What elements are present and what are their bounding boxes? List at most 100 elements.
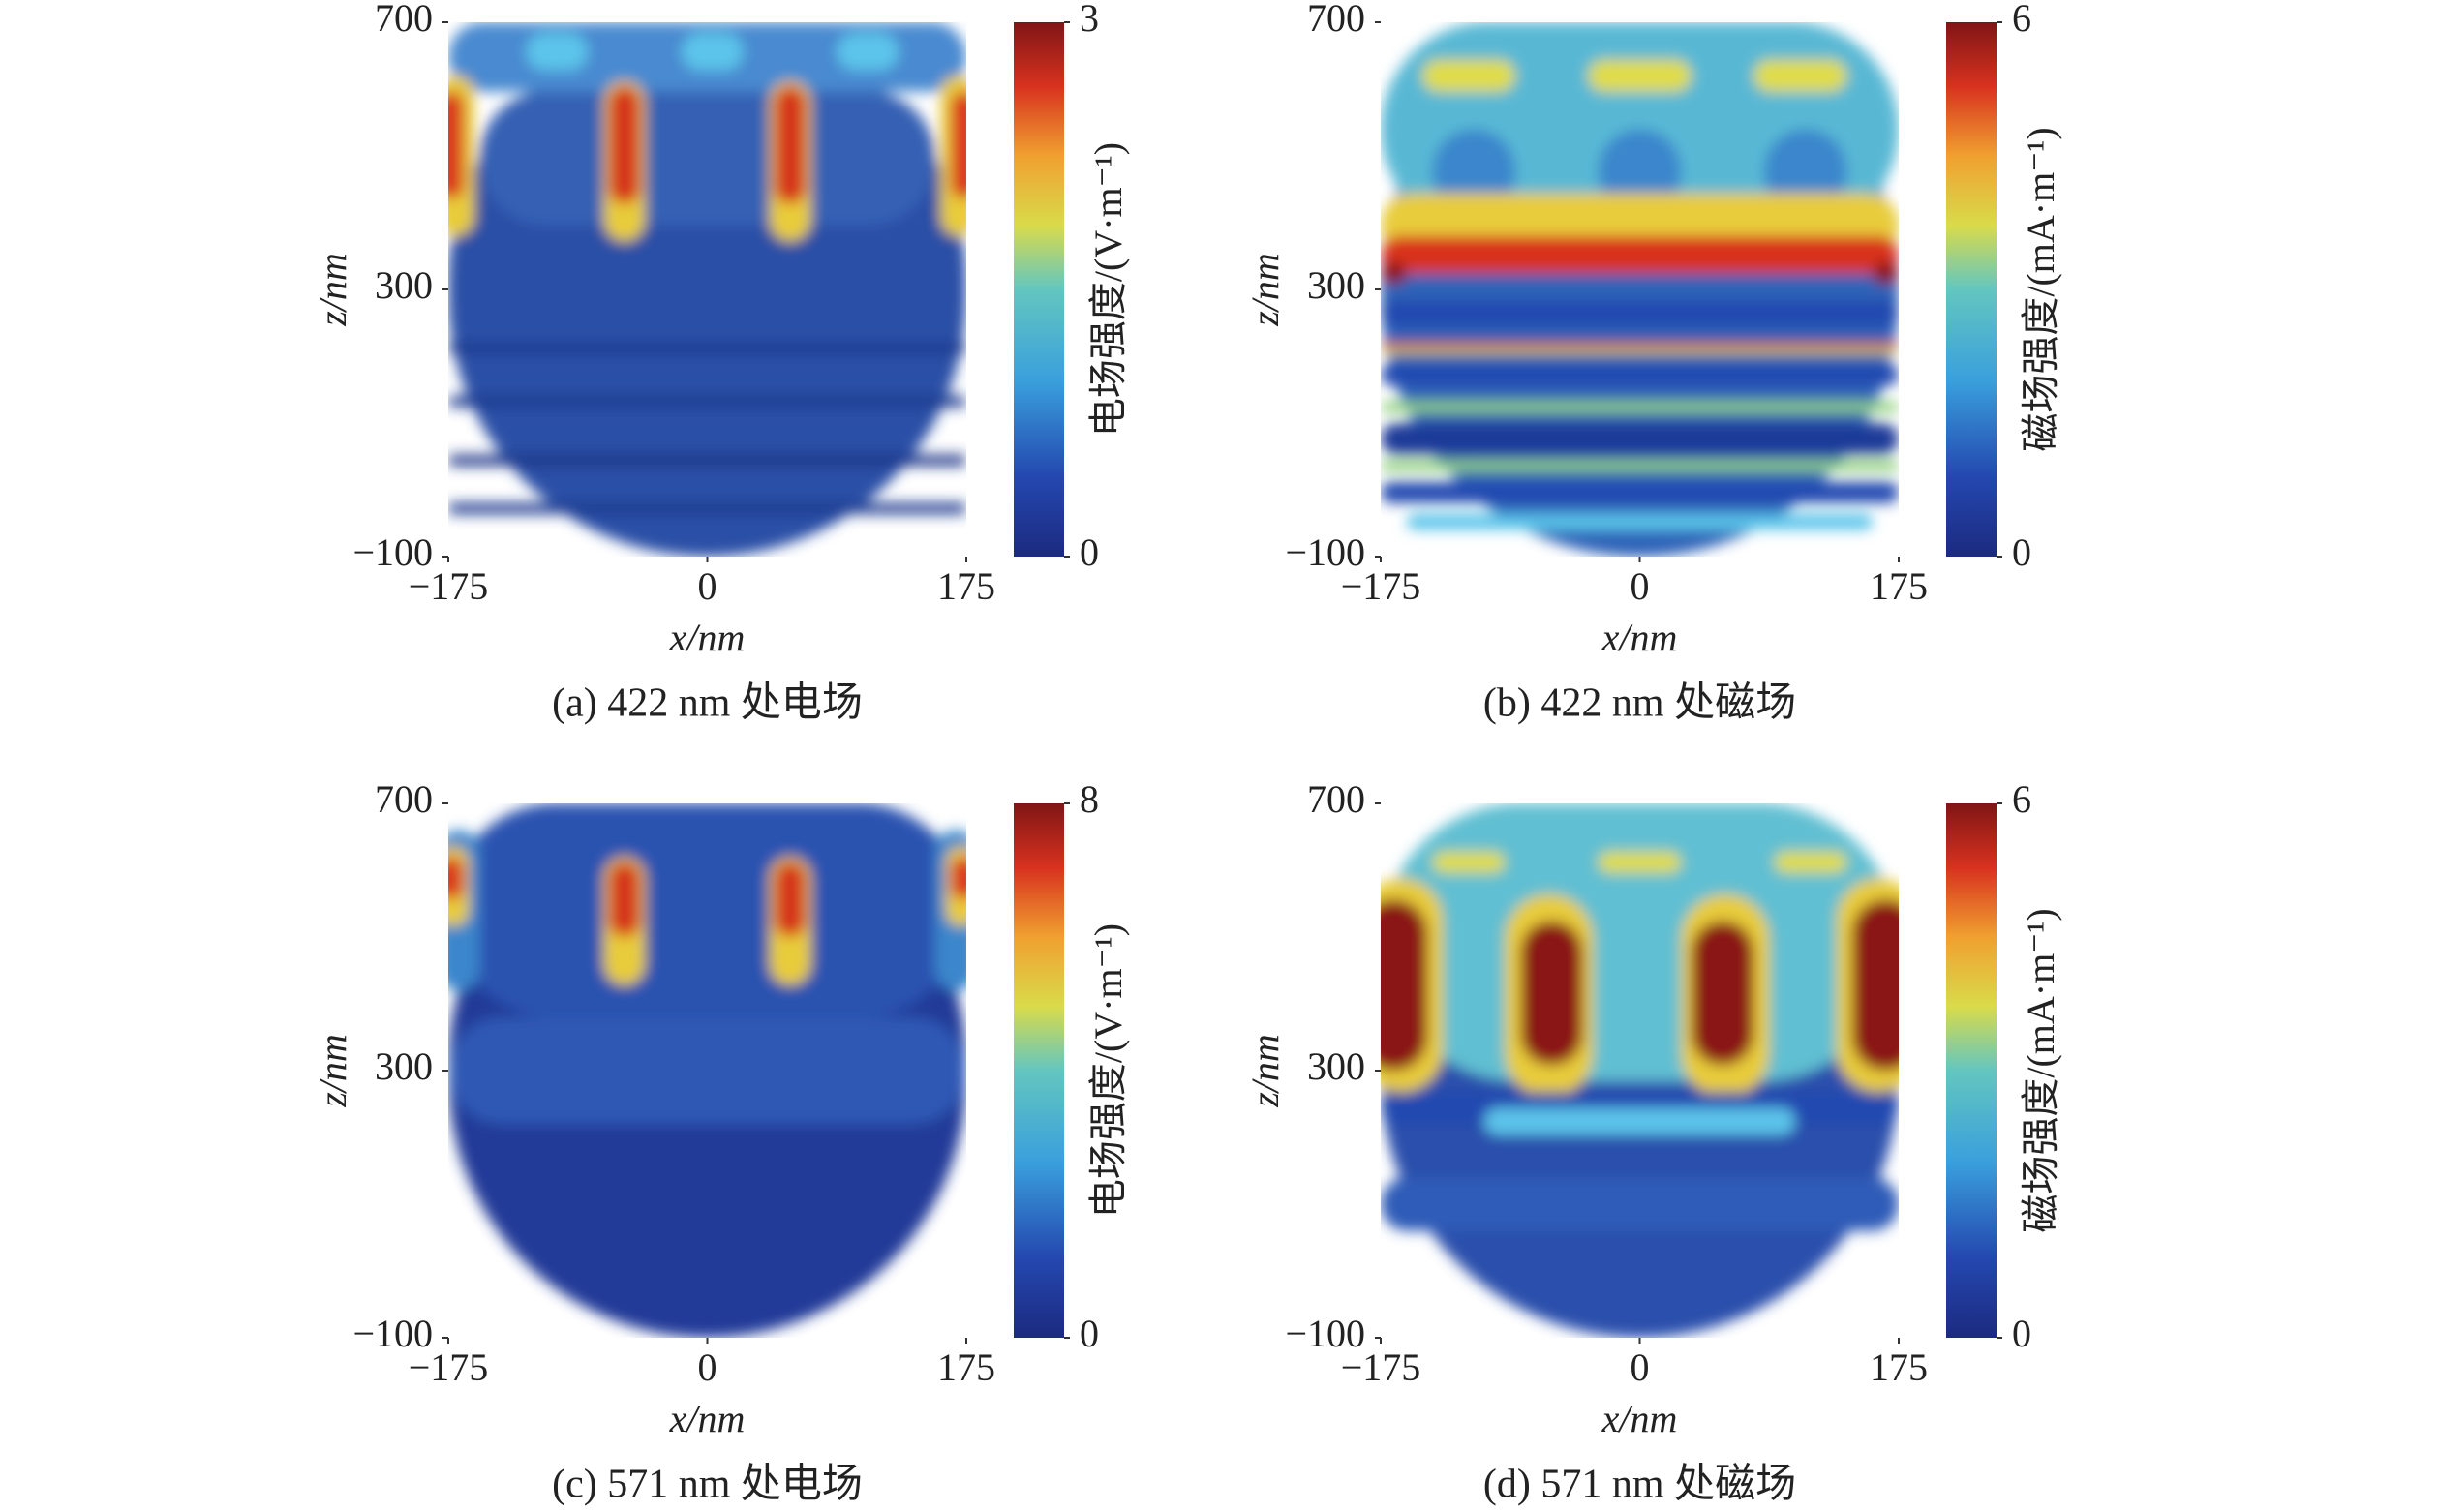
- field-region: [837, 33, 899, 71]
- colorbar-tick-label: 0: [1080, 1312, 1099, 1355]
- field-region: [1381, 235, 1899, 274]
- heatmap-field: [448, 803, 966, 1338]
- field-region: [1381, 364, 1899, 386]
- field-region: [681, 33, 744, 71]
- field-region: [448, 1016, 966, 1125]
- heatmap-field: [1381, 22, 1899, 557]
- x-tick-label: −175: [409, 1346, 489, 1389]
- field-layers: [448, 803, 966, 1338]
- x-tick-label: −175: [1341, 1346, 1421, 1389]
- field-region: [950, 91, 966, 199]
- field-region: [1381, 423, 1899, 456]
- field-region: [775, 86, 807, 204]
- field-region: [1381, 401, 1899, 412]
- field-region: [448, 396, 966, 408]
- heatmap-field: [448, 22, 966, 557]
- x-axis-label: x/nm: [1601, 616, 1678, 659]
- field-region: [479, 91, 935, 226]
- y-tick-label: −100: [1285, 1312, 1365, 1355]
- colorbar-label: 磁场强度/(mA·m⁻¹): [2019, 127, 2062, 451]
- colorbar-tick-label: 0: [2012, 1312, 2031, 1355]
- field-layers: [1381, 803, 1899, 1338]
- caption: (c) 571 nm 处电场: [552, 1463, 863, 1507]
- y-tick-label: 700: [1307, 777, 1365, 821]
- colorbar-tick-label: 0: [2012, 530, 2031, 574]
- field-region: [1421, 59, 1516, 92]
- x-tick-label: 0: [698, 564, 717, 608]
- panel: −175 0 175 −100 300 700 x/nm z/nm (c) 571 nm 处电场…: [311, 777, 1130, 1506]
- field-region: [1484, 1107, 1795, 1135]
- colorbar-tick-label: 6: [2012, 777, 2031, 821]
- field-region: [1432, 851, 1506, 873]
- field-region: [1774, 851, 1847, 873]
- panel: −175 0 175 −100 300 700 x/nm z/nm (a) 422 nm 处电场…: [311, 0, 1130, 726]
- y-tick-label: 700: [1307, 0, 1365, 40]
- colorbar: [1946, 22, 1997, 557]
- field-region: [1520, 921, 1583, 1066]
- panel: −175 0 175 −100 300 700 x/nm z/nm (b) 422 nm 处磁场…: [1243, 0, 2062, 726]
- field-region: [1381, 803, 1899, 1082]
- field-region: [1406, 513, 1874, 530]
- field-region: [608, 86, 640, 204]
- field-region: [448, 91, 465, 199]
- field-region: [1851, 899, 1899, 1071]
- y-axis-label: z/nm: [1243, 1034, 1287, 1108]
- caption: (a) 422 nm 处电场: [552, 681, 863, 726]
- colorbar-tick-label: 3: [1080, 0, 1099, 40]
- x-tick-label: −175: [409, 564, 489, 608]
- caption: (d) 571 nm 处磁场: [1483, 1463, 1796, 1507]
- x-axis-label: x/nm: [669, 616, 746, 659]
- field-region: [1381, 1177, 1899, 1231]
- colorbar: [1014, 22, 1064, 557]
- colorbar: [1014, 803, 1064, 1338]
- colorbar-label: 电场强度/(V·m⁻¹): [1086, 142, 1130, 437]
- y-tick-label: −100: [1285, 530, 1365, 574]
- x-axis-label: x/nm: [669, 1397, 746, 1440]
- colorbar-tick-label: 0: [1080, 530, 1099, 574]
- colorbar: [1946, 803, 1997, 1338]
- y-tick-label: −100: [352, 1312, 433, 1355]
- field-region: [448, 502, 966, 514]
- field-region: [448, 455, 966, 467]
- field-region: [775, 862, 807, 937]
- y-tick-label: 300: [1307, 1044, 1365, 1088]
- x-tick-label: 0: [698, 1346, 717, 1389]
- y-tick-label: 300: [375, 1044, 433, 1088]
- y-tick-label: 700: [375, 0, 433, 40]
- y-axis-label: z/nm: [311, 253, 354, 327]
- field-region: [1692, 921, 1754, 1066]
- field-region: [1381, 460, 1899, 471]
- field-region: [1381, 262, 1407, 285]
- x-tick-label: 0: [1631, 564, 1650, 608]
- colorbar-label: 电场强度/(V·m⁻¹): [1086, 923, 1130, 1218]
- colorbar-label: 磁场强度/(mA·m⁻¹): [2019, 908, 2062, 1232]
- field-region: [1381, 481, 1899, 503]
- caption: (b) 422 nm 处磁场: [1483, 681, 1796, 726]
- field-layers: [1381, 22, 1899, 557]
- y-tick-label: 700: [375, 777, 433, 821]
- y-tick-label: −100: [352, 530, 433, 574]
- field-region: [526, 33, 589, 71]
- field-region: [1588, 59, 1692, 92]
- y-tick-label: 300: [1307, 263, 1365, 307]
- x-tick-label: 175: [937, 564, 995, 608]
- field-region: [1381, 300, 1899, 327]
- colorbar-tick-label: 6: [2012, 0, 2031, 40]
- y-axis-label: z/nm: [1243, 253, 1287, 327]
- x-tick-label: 0: [1631, 1346, 1650, 1389]
- x-tick-label: 175: [1870, 564, 1928, 608]
- field-region: [1381, 343, 1899, 348]
- y-tick-label: 300: [375, 263, 433, 307]
- field-region: [448, 803, 966, 1017]
- colorbar-tick-label: 8: [1080, 777, 1099, 821]
- x-tick-label: 175: [1870, 1346, 1928, 1389]
- field-region: [950, 857, 966, 900]
- x-tick-label: 175: [937, 1346, 995, 1389]
- field-region: [1753, 59, 1847, 92]
- field-region: [1598, 851, 1682, 873]
- x-axis-label: x/nm: [1601, 1397, 1678, 1440]
- y-axis-label: z/nm: [311, 1034, 354, 1108]
- x-tick-label: −175: [1341, 564, 1421, 608]
- heatmap-field: [1381, 803, 1899, 1338]
